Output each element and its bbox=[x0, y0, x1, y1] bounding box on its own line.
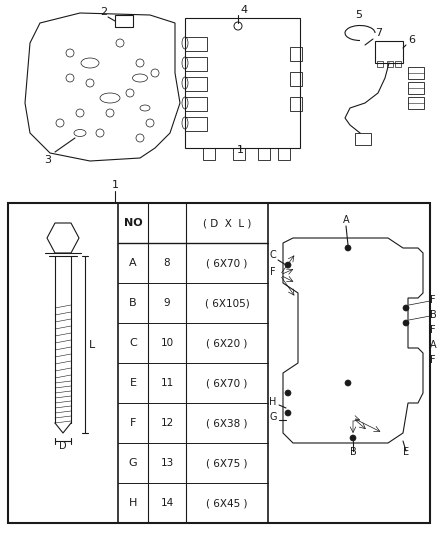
Bar bbox=[258, 148, 270, 160]
Text: C: C bbox=[129, 338, 137, 348]
Text: 3: 3 bbox=[45, 155, 52, 165]
Circle shape bbox=[285, 262, 291, 268]
Bar bbox=[290, 47, 302, 61]
Text: L: L bbox=[89, 340, 95, 350]
Bar bbox=[8, 203, 430, 523]
Bar bbox=[185, 57, 207, 71]
Text: E: E bbox=[403, 447, 409, 457]
Bar bbox=[395, 61, 401, 67]
Bar bbox=[115, 15, 133, 27]
Text: ( D  X  L ): ( D X L ) bbox=[203, 218, 251, 228]
Bar bbox=[185, 77, 207, 91]
Bar bbox=[185, 37, 207, 51]
Circle shape bbox=[350, 435, 356, 441]
Circle shape bbox=[345, 380, 351, 386]
Bar bbox=[377, 61, 383, 67]
Text: 6: 6 bbox=[408, 35, 415, 45]
Circle shape bbox=[345, 245, 351, 251]
Text: H: H bbox=[129, 498, 137, 508]
Circle shape bbox=[403, 305, 409, 311]
Text: A: A bbox=[129, 258, 137, 268]
Text: B: B bbox=[350, 447, 357, 457]
Text: ( 6X70 ): ( 6X70 ) bbox=[206, 378, 247, 388]
Bar bbox=[375, 41, 403, 63]
Bar bbox=[408, 67, 424, 79]
Bar bbox=[278, 148, 290, 160]
Text: 10: 10 bbox=[160, 338, 173, 348]
Text: E: E bbox=[130, 378, 137, 388]
Bar bbox=[290, 97, 302, 111]
Text: G: G bbox=[269, 412, 277, 422]
Bar bbox=[387, 61, 393, 67]
Text: 2: 2 bbox=[100, 7, 107, 17]
Bar bbox=[185, 18, 300, 148]
Text: 11: 11 bbox=[160, 378, 173, 388]
Text: 7: 7 bbox=[375, 28, 382, 38]
Text: B: B bbox=[430, 310, 437, 320]
Text: 9: 9 bbox=[164, 298, 170, 308]
Bar bbox=[408, 97, 424, 109]
Text: 1: 1 bbox=[112, 180, 119, 190]
Text: G: G bbox=[129, 458, 137, 468]
Bar bbox=[290, 72, 302, 86]
Text: 14: 14 bbox=[160, 498, 173, 508]
Bar bbox=[185, 97, 207, 111]
Text: F: F bbox=[430, 325, 436, 335]
Text: NO: NO bbox=[124, 218, 142, 228]
Bar bbox=[185, 117, 207, 131]
Bar bbox=[203, 148, 215, 160]
Text: 4: 4 bbox=[240, 5, 247, 15]
Bar bbox=[233, 148, 245, 160]
Text: C: C bbox=[270, 250, 276, 260]
Text: F: F bbox=[430, 355, 436, 365]
Circle shape bbox=[285, 390, 291, 396]
Bar bbox=[408, 82, 424, 94]
Text: F: F bbox=[270, 267, 276, 277]
Circle shape bbox=[285, 410, 291, 416]
Text: H: H bbox=[269, 397, 277, 407]
Text: ( 6X70 ): ( 6X70 ) bbox=[206, 258, 247, 268]
Text: 5: 5 bbox=[355, 10, 362, 20]
Text: D: D bbox=[59, 441, 67, 451]
Text: A: A bbox=[430, 340, 437, 350]
Bar bbox=[355, 133, 371, 145]
Text: ( 6X75 ): ( 6X75 ) bbox=[206, 458, 248, 468]
Text: ( 6X20 ): ( 6X20 ) bbox=[206, 338, 247, 348]
Text: F: F bbox=[130, 418, 136, 428]
Text: B: B bbox=[129, 298, 137, 308]
Text: A: A bbox=[343, 215, 350, 225]
Text: ( 6X45 ): ( 6X45 ) bbox=[206, 498, 248, 508]
Text: ( 6X105): ( 6X105) bbox=[205, 298, 249, 308]
Text: 13: 13 bbox=[160, 458, 173, 468]
Text: 1: 1 bbox=[237, 145, 244, 155]
Text: 8: 8 bbox=[164, 258, 170, 268]
Text: ( 6X38 ): ( 6X38 ) bbox=[206, 418, 248, 428]
Text: F: F bbox=[430, 295, 436, 305]
Text: 12: 12 bbox=[160, 418, 173, 428]
Circle shape bbox=[403, 320, 409, 326]
